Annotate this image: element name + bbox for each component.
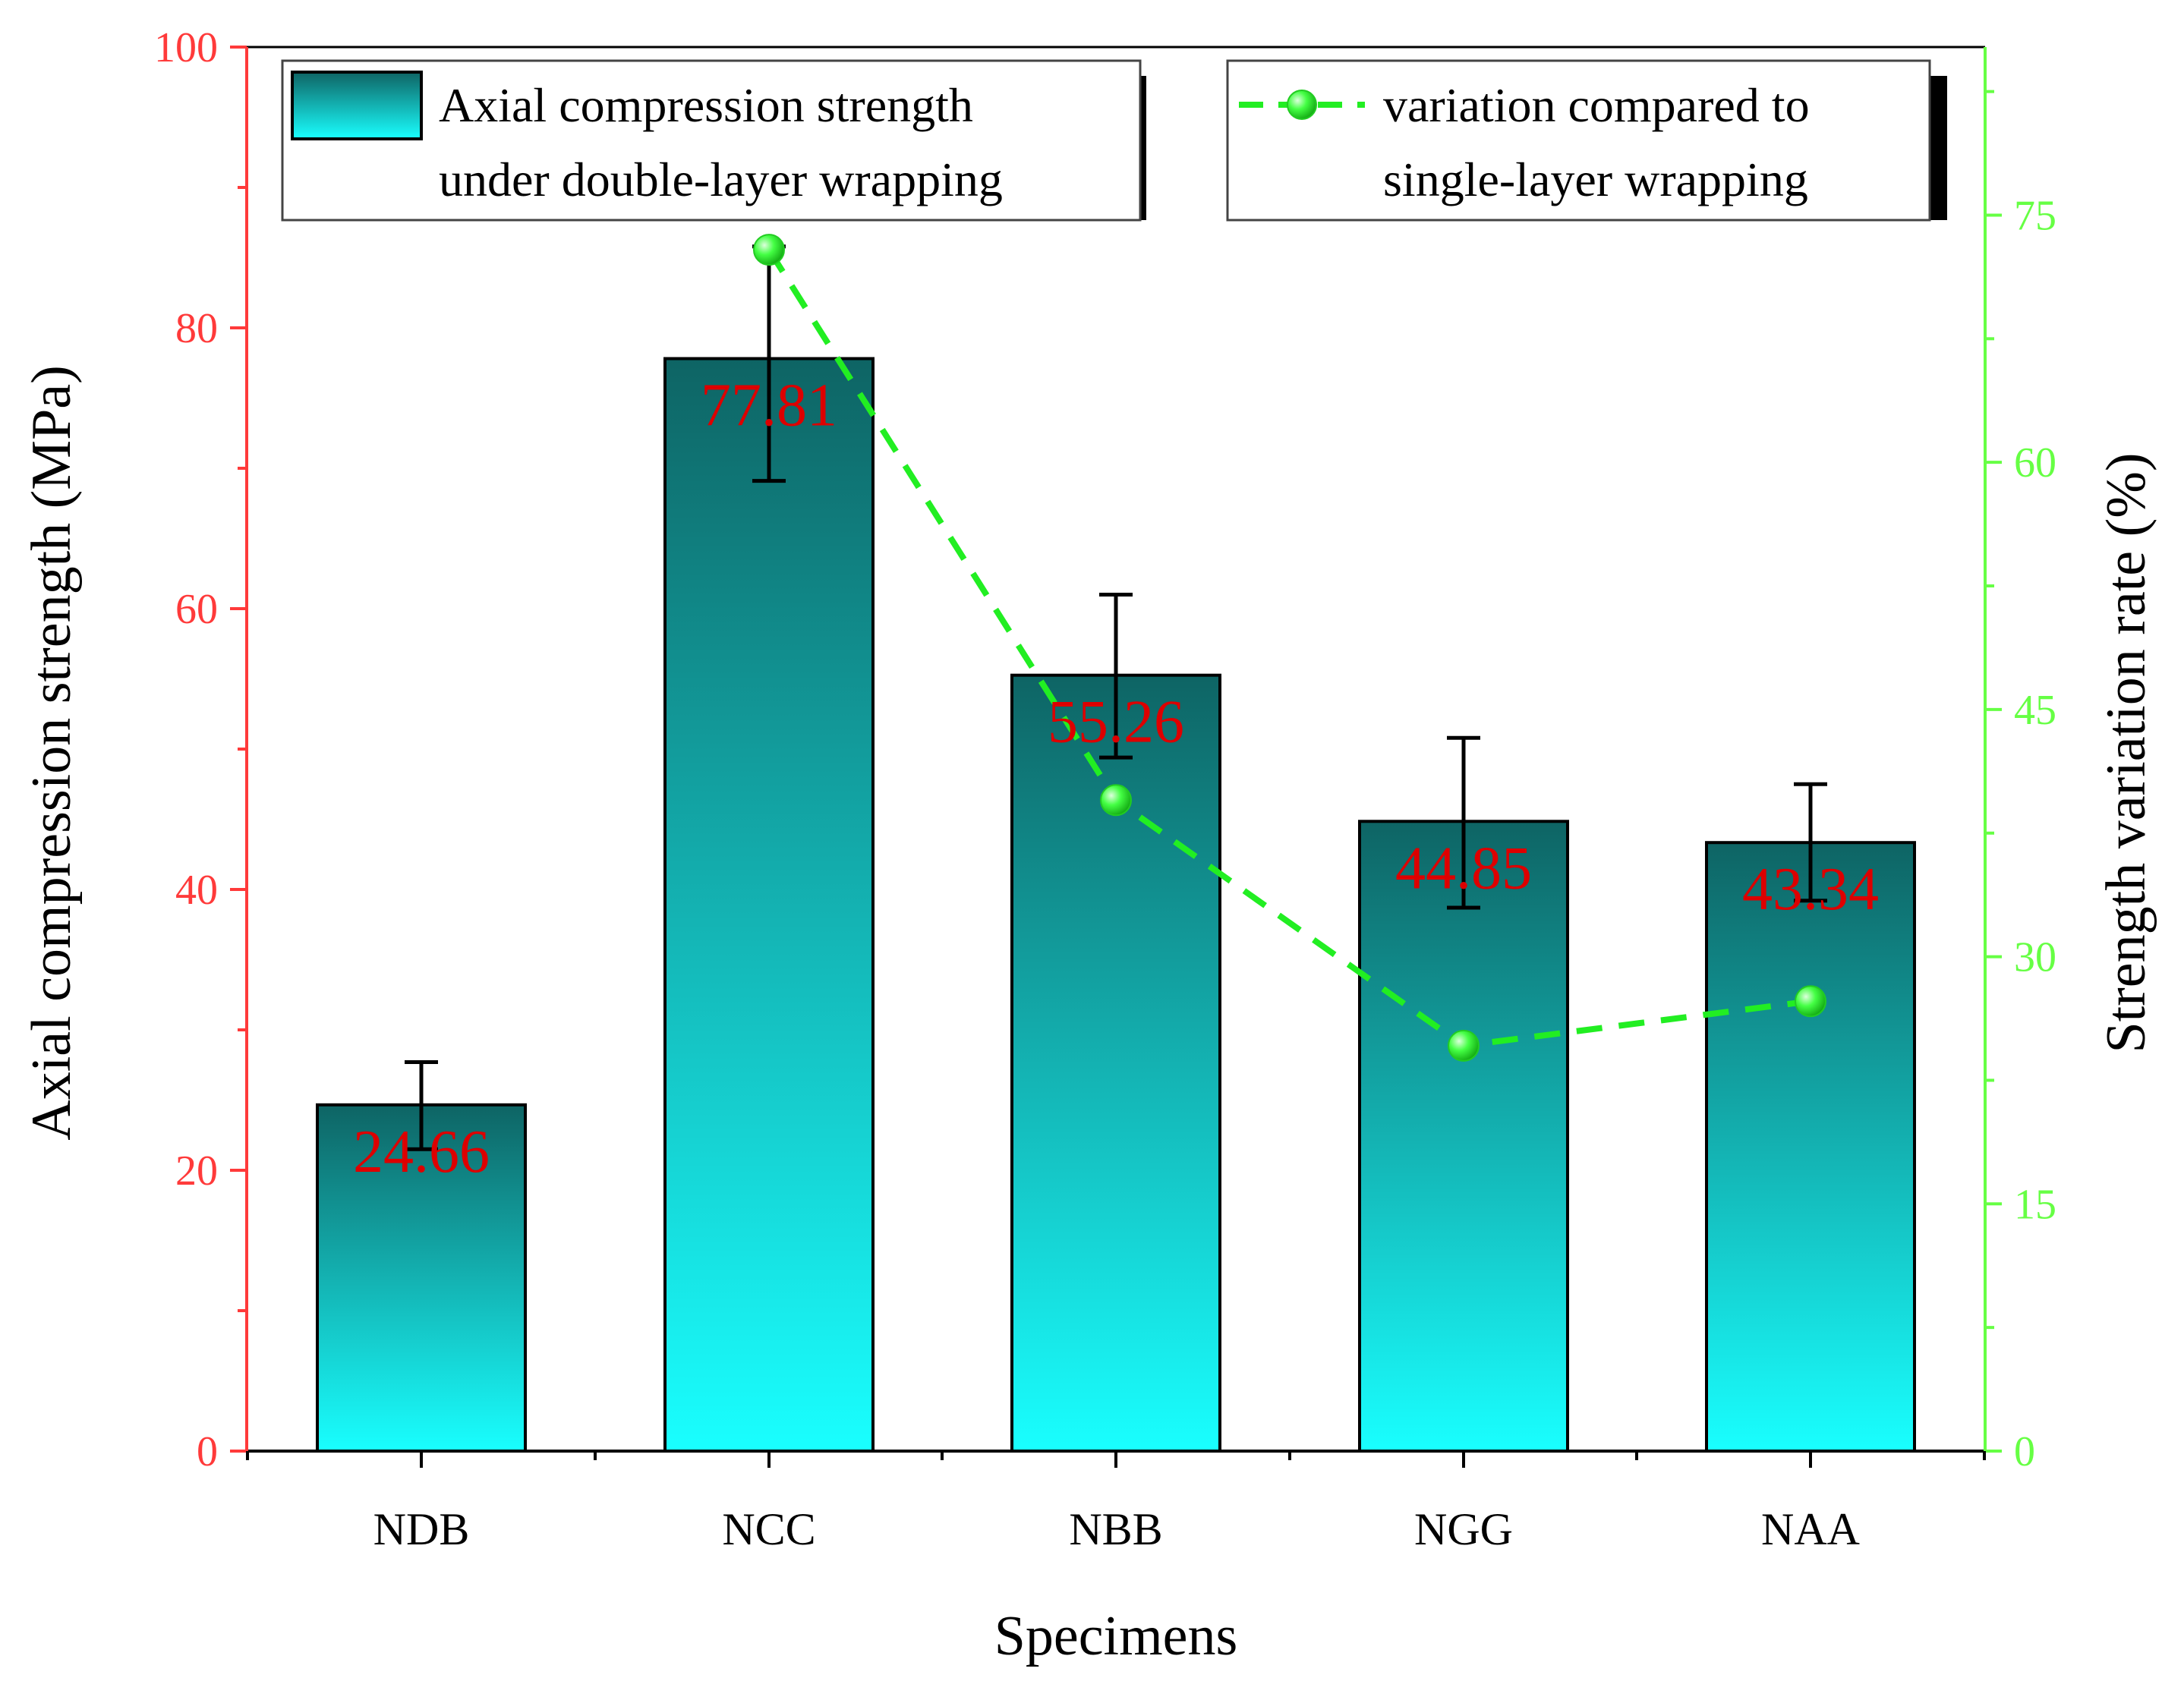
variation-point-ncc [753,234,785,266]
left-y-tick-label: 20 [175,1148,218,1195]
right-y-tick-label: 0 [2014,1428,2035,1475]
error-bars-layer [405,244,1827,1151]
data-label-ngg: 44.85 [1395,835,1532,902]
data-labels-layer: 24.66 77.81 55.26 44.85 43.34 [353,373,1879,1185]
variation-point-ngg [1448,1029,1480,1062]
left-y-tick-label: 80 [175,305,218,352]
legend-bars-line-1: Axial compression strength [439,78,973,132]
legend-line: variation compared to single-layer wrapp… [1226,59,1947,222]
right-y-tick-label: 45 [2014,687,2056,734]
x-axis-title: Specimens [994,1605,1238,1667]
variation-line [766,247,1811,1050]
right-y-tick-label: 60 [2014,439,2056,486]
data-label-naa: 43.34 [1742,856,1879,923]
axes-layer: 0 20 40 60 80 100 0 15 30 45 60 75 NDB NCC NBB NGG NAA [154,24,2056,1554]
bar-ncc [663,357,875,1453]
x-tick-label-ngg: NGG [1414,1504,1513,1554]
legend-bars-swatch [291,71,423,140]
left-y-axis-title: Axial compression strength (MPa) [20,365,83,1140]
x-tick-label-ndb: NDB [373,1504,470,1554]
legend-line-line-1: variation compared to [1383,78,1810,132]
x-tick-label-nbb: NBB [1069,1504,1162,1554]
error-bar-naa [1794,782,1827,903]
left-y-tick-label: 40 [175,867,218,914]
error-bar-ndb [405,1060,438,1151]
right-y-axis-title: Strength variation rate (%) [2095,452,2157,1053]
legend-line-line-2: single-layer wrapping [1383,153,1808,206]
right-y-tick-label: 15 [2014,1181,2056,1228]
legend-bars: Axial compression strength under double-… [281,59,1146,222]
variation-line-layer [753,234,1826,1062]
x-tick-label-naa: NAA [1761,1504,1860,1554]
left-y-tick-label: 60 [175,586,218,633]
bar-ndb [316,1103,527,1453]
variation-point-naa [1795,985,1826,1018]
legend-bars-line-2: under double-layer wrapping [439,153,1003,206]
right-y-tick-label: 30 [2014,934,2056,981]
data-label-ndb: 24.66 [353,1119,490,1185]
bars-layer [316,357,1916,1453]
left-y-tick-label: 0 [197,1428,218,1475]
error-bar-ngg [1447,735,1480,910]
error-bar-nbb [1099,593,1133,760]
bar-naa [1705,841,1916,1453]
x-tick-label-ncc: NCC [722,1504,815,1554]
variation-point-nbb [1100,784,1132,817]
left-y-tick-label: 100 [154,24,218,71]
data-label-ncc: 77.81 [701,373,837,439]
legend-line-marker [1287,90,1317,120]
data-label-nbb: 55.26 [1048,689,1184,756]
bar-ngg [1358,820,1569,1453]
right-y-tick-label: 75 [2014,192,2056,239]
